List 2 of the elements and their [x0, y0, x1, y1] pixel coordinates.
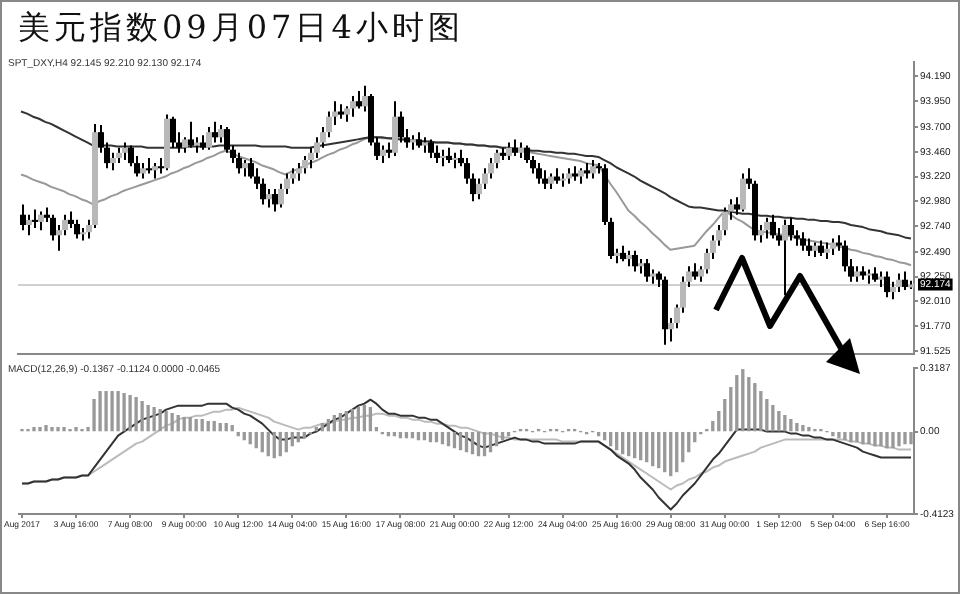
chart-title: 美元指数09月07日4小时图 — [18, 8, 464, 50]
candlestick — [866, 269, 872, 284]
